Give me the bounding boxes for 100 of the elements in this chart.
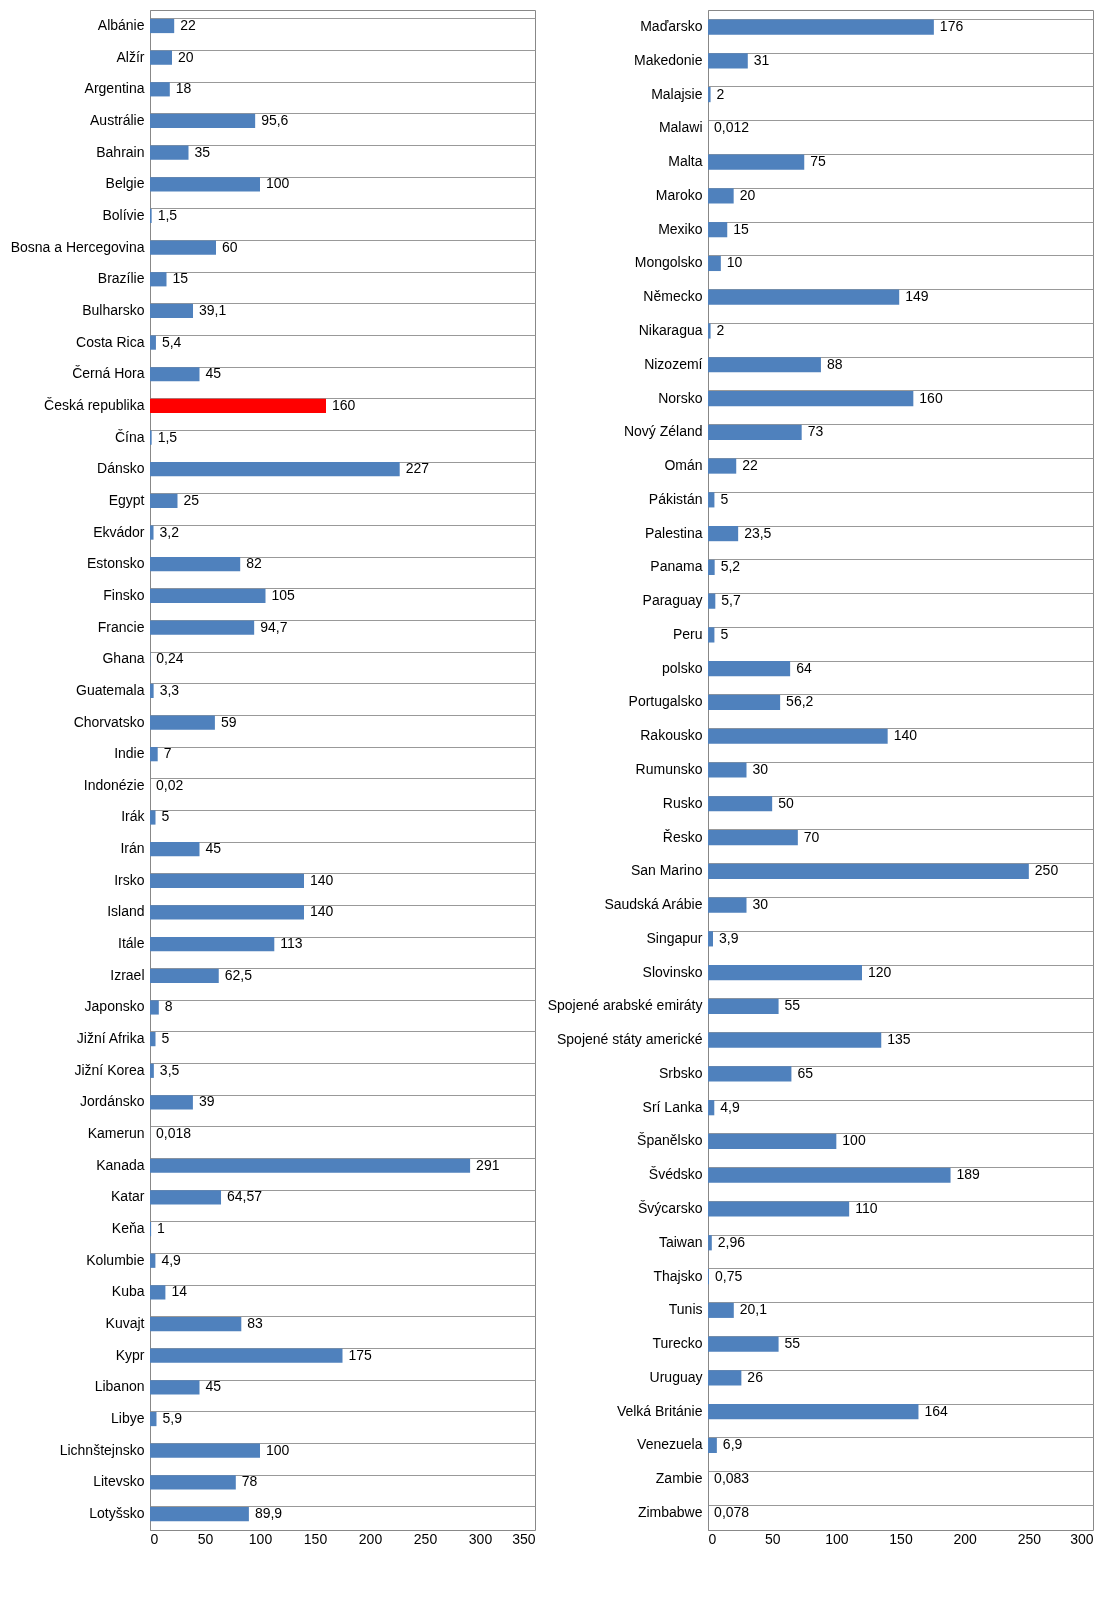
- data-label: 175: [348, 1346, 373, 1363]
- data-label: 20: [739, 186, 756, 203]
- y-tick-label: Keňa: [111, 1220, 145, 1237]
- data-label: 62,5: [224, 966, 253, 983]
- x-tick-label: 250: [1017, 1530, 1042, 1547]
- y-tick-label: Kanada: [96, 1156, 145, 1173]
- y-tick-label: Paraguay: [642, 592, 703, 609]
- data-label: 1,5: [157, 428, 178, 445]
- data-label: 78: [241, 1473, 258, 1490]
- data-label: 140: [310, 903, 334, 920]
- y-tick-label: Lichnštejnsko: [59, 1441, 145, 1458]
- x-tick-label: 50: [764, 1530, 781, 1547]
- data-label: 10: [726, 254, 743, 271]
- y-tick-label: Bosna a Hercegovina: [10, 238, 145, 255]
- y-tick-label: Litevsko: [93, 1473, 145, 1490]
- data-label: 3,2: [159, 523, 180, 540]
- data-label: 140: [310, 871, 334, 888]
- y-tick-label: Saudská Arábie: [604, 896, 703, 913]
- data-label: 6,9: [722, 1436, 743, 1453]
- data-label: 23,5: [744, 524, 772, 541]
- data-label: 45: [205, 365, 222, 382]
- data-label: 100: [266, 1441, 290, 1458]
- y-tick-label: Německo: [643, 288, 703, 305]
- data-label: 140: [893, 727, 918, 744]
- data-label: 189: [956, 1166, 981, 1183]
- x-tick-label: 300: [468, 1530, 493, 1547]
- data-label: 5: [161, 808, 170, 825]
- x-tick-label: 200: [358, 1530, 383, 1547]
- y-tick-label: Maroko: [655, 186, 703, 203]
- x-tick-label: 150: [889, 1530, 913, 1547]
- y-tick-label: Indie: [114, 745, 145, 762]
- y-tick-label: Srí Lanka: [642, 1098, 703, 1115]
- x-tick-label: 100: [825, 1530, 849, 1547]
- x-tick-label: 50: [197, 1530, 214, 1547]
- data-label: 3,5: [159, 1061, 180, 1078]
- y-tick-label: Island: [107, 903, 145, 920]
- y-tick-label: Norsko: [658, 389, 703, 406]
- data-label: 22: [742, 457, 759, 474]
- y-tick-label: Brazílie: [97, 270, 145, 287]
- data-label: 5: [161, 1030, 170, 1047]
- y-tick-label: Malajsie: [651, 85, 703, 102]
- y-tick-label: Švédsko: [648, 1166, 703, 1183]
- data-label: 5: [720, 490, 729, 507]
- data-label: 7: [163, 745, 172, 762]
- y-tick-label: Kolumbie: [86, 1251, 145, 1268]
- y-tick-label: Česká republika: [44, 396, 145, 413]
- data-label: 4,9: [720, 1098, 740, 1115]
- y-tick-label: Zambie: [655, 1470, 703, 1487]
- data-label: 14: [171, 1283, 188, 1300]
- data-label: 135: [887, 1031, 911, 1048]
- data-label: 55: [784, 1335, 801, 1352]
- data-label: 22: [180, 16, 196, 33]
- y-tick-label: Egypt: [108, 491, 145, 508]
- data-label: 2,96: [717, 1233, 746, 1250]
- data-label: 64,57: [227, 1188, 263, 1205]
- data-label: 56,2: [786, 693, 814, 710]
- data-label: 0,018: [156, 1125, 192, 1142]
- y-tick-label: Katar: [111, 1188, 145, 1205]
- y-tick-label: Rakousko: [640, 727, 703, 744]
- data-label: 75: [810, 153, 827, 170]
- data-label: 160: [919, 389, 943, 406]
- y-tick-label: Pákistán: [648, 490, 703, 507]
- data-label: 105: [271, 586, 296, 603]
- y-tick-label: Irák: [121, 808, 146, 825]
- data-label: 30: [752, 761, 769, 777]
- data-label: 65: [797, 1064, 814, 1081]
- data-label: 120: [868, 963, 892, 980]
- data-label: 8: [164, 998, 173, 1015]
- y-tick-label: Bolívie: [102, 206, 145, 223]
- data-label: 5,7: [721, 592, 741, 609]
- y-tick-label: Bahrain: [96, 143, 145, 160]
- data-label: 83: [247, 1315, 264, 1332]
- y-tick-label: Venezuela: [637, 1436, 703, 1453]
- y-tick-label: Maďarsko: [640, 18, 703, 35]
- data-label: 250: [1034, 862, 1059, 879]
- data-label: 50: [778, 794, 794, 811]
- y-tick-label: Itále: [118, 935, 145, 952]
- y-tick-label: Singapur: [646, 929, 703, 946]
- y-tick-label: Čína: [114, 428, 145, 445]
- data-label: 0,012: [714, 119, 750, 136]
- data-label: 5: [720, 625, 729, 642]
- y-tick-label: Portugalsko: [628, 693, 703, 710]
- data-label: 15: [172, 270, 189, 287]
- y-tick-label: Thajsko: [653, 1267, 703, 1284]
- data-label: 15: [733, 220, 750, 237]
- data-label: 45: [205, 1378, 222, 1395]
- data-label: 88: [826, 355, 843, 372]
- y-tick-label: Nový Zéland: [623, 423, 703, 440]
- y-tick-label: Kuvajt: [105, 1315, 145, 1332]
- y-tick-label: Palestina: [644, 524, 703, 541]
- y-tick-label: Nikaragua: [638, 321, 703, 338]
- y-tick-label: Lotyšsko: [89, 1505, 145, 1522]
- y-tick-label: Bulharsko: [82, 301, 145, 318]
- data-label: 0,75: [714, 1267, 743, 1284]
- data-label: 30: [752, 896, 769, 913]
- y-tick-label: Srbsko: [658, 1064, 703, 1081]
- y-tick-label: Japonsko: [84, 998, 145, 1015]
- y-tick-label: Jordánsko: [79, 1093, 145, 1110]
- y-tick-label: Francie: [97, 618, 145, 635]
- y-tick-label: Spojené arabské emiráty: [547, 997, 703, 1014]
